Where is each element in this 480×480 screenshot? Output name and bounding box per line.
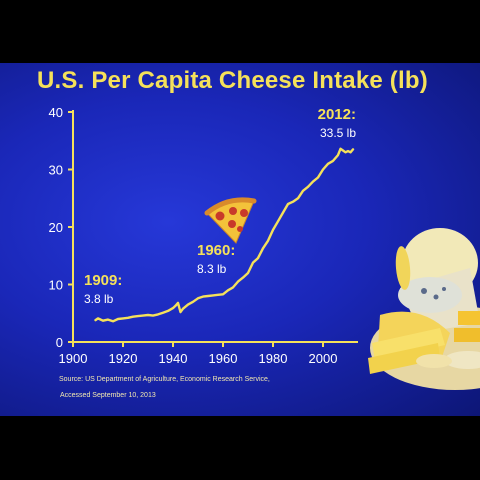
annotation-year: 1960: <box>197 242 235 259</box>
x-tick-label: 1920 <box>109 351 138 366</box>
chart-title: U.S. Per Capita Cheese Intake (lb) <box>37 67 428 94</box>
y-tick-label: 40 <box>49 105 63 120</box>
y-tick-label: 10 <box>49 278 63 293</box>
y-tick-label: 20 <box>49 220 63 235</box>
annotation-year: 2012: <box>318 106 356 123</box>
x-tick-label: 1940 <box>159 351 188 366</box>
x-tick-label: 1900 <box>59 351 88 366</box>
slide: U.S. Per Capita Cheese Intake (lb) <box>0 63 480 416</box>
x-tick-label: 1960 <box>209 351 238 366</box>
chart-plot: 0 10 20 30 40 1900 1920 1940 1960 1980 2000 1909: 3.… <box>49 105 480 390</box>
source-line: Source: US Department of Agriculture, Ec… <box>59 376 270 383</box>
annotation-year: 1909: <box>84 272 122 289</box>
annotation-value: 3.8 lb <box>84 292 114 306</box>
annotation-value: 33.5 lb <box>320 126 356 140</box>
x-tick-label: 2000 <box>309 351 338 366</box>
series-line <box>94 147 355 323</box>
pizza-slice-icon <box>204 197 257 244</box>
y-tick-label: 0 <box>56 335 63 350</box>
annotation-value: 8.3 lb <box>197 262 227 276</box>
cheese-platter-image <box>368 228 480 390</box>
y-tick-label: 30 <box>49 163 63 178</box>
source-accessed: Accessed September 10, 2013 <box>60 392 156 399</box>
x-tick-label: 1980 <box>259 351 288 366</box>
